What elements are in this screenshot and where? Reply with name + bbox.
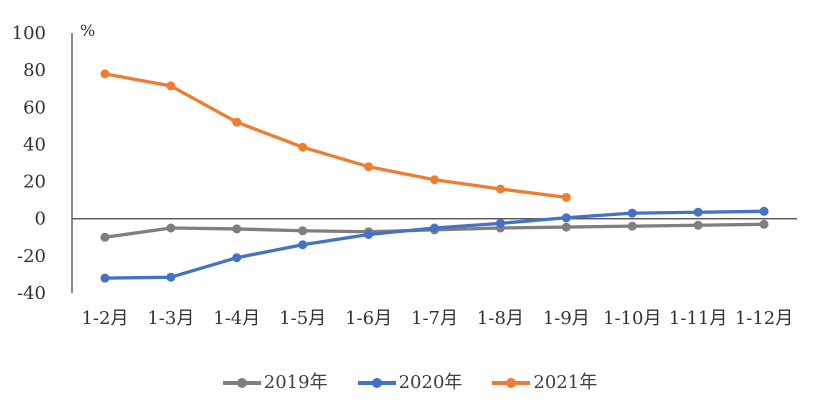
data-point-2021-14 (232, 117, 242, 127)
legend-item-2020: 2020年 (357, 372, 463, 393)
y-axis-unit-label: % (80, 21, 95, 40)
series-line-2021 (103, 72, 568, 200)
data-point-2020-15 (298, 240, 308, 250)
chart-legend: 2019年 2020年 2021年 (0, 368, 820, 398)
data-point-2019-111 (693, 220, 703, 230)
data-point-2020-17 (430, 223, 439, 233)
data-point-2019-19 (561, 222, 571, 232)
data-point-2021-18 (495, 184, 505, 194)
x-axis-category-label: 1-11月 (669, 308, 727, 329)
legend-line-marker (222, 377, 261, 388)
x-axis-category-label: 1-6月 (345, 308, 392, 329)
legend-line-marker (357, 377, 396, 388)
y-axis-tick-label: 0 (35, 209, 46, 230)
y-axis-tick-label: 60 (23, 97, 46, 118)
data-point-2021-19 (561, 192, 571, 202)
legend-label: 2021年 (533, 372, 598, 393)
x-axis-category-label: 1-10月 (603, 308, 661, 329)
y-axis-tick-label: 20 (23, 172, 46, 193)
data-point-2020-110 (627, 208, 637, 218)
data-point-2020-112 (759, 206, 769, 216)
y-axis-tick-label: 100 (12, 23, 46, 44)
legend-item-2021: 2021年 (492, 374, 597, 392)
data-point-2021-16 (364, 162, 374, 172)
x-axis-category-label: 1-3月 (147, 308, 194, 329)
x-axis-category-label: 1-7月 (411, 308, 458, 329)
series-line-2020 (103, 209, 766, 280)
data-point-2019-112 (759, 219, 769, 229)
data-point-2020-16 (364, 230, 374, 239)
data-point-2019-14 (232, 224, 242, 234)
data-point-2021-17 (430, 175, 439, 185)
x-axis-category-label: 1-9月 (543, 308, 590, 329)
data-point-2019-15 (298, 226, 308, 236)
x-axis-category-label: 1-5月 (279, 308, 326, 329)
legend-dot-icon (236, 377, 247, 388)
x-axis-category-label: 1-12月 (735, 308, 793, 329)
data-point-2020-19 (561, 213, 571, 223)
data-point-2020-111 (693, 207, 703, 217)
legend-line-marker (492, 377, 531, 388)
y-axis-tick-label: -40 (17, 283, 46, 304)
data-point-2020-12 (100, 273, 110, 283)
y-axis-tick-label: 40 (23, 134, 46, 155)
y-axis-tick-label: -20 (17, 246, 46, 267)
data-point-2020-14 (232, 253, 242, 263)
x-axis-category-label: 1-8月 (477, 308, 524, 329)
legend-label: 2020年 (398, 372, 463, 393)
x-axis-category-label: 1-4月 (213, 308, 260, 329)
legend-dot-icon (506, 377, 517, 388)
data-point-2019-110 (627, 221, 637, 231)
legend-label: 2019年 (263, 372, 328, 393)
data-point-2019-12 (100, 232, 110, 242)
legend-dot-icon (371, 377, 382, 388)
data-point-2021-13 (166, 81, 176, 91)
data-point-2019-13 (166, 223, 176, 233)
x-axis-category-label: 1-2月 (81, 308, 128, 329)
y-axis-tick-label: 80 (23, 60, 46, 81)
data-point-2020-13 (166, 272, 176, 282)
data-point-2021-12 (100, 69, 110, 79)
data-point-2020-18 (495, 218, 505, 228)
data-point-2021-15 (298, 142, 308, 152)
legend-item-2019: 2019年 (222, 372, 328, 393)
